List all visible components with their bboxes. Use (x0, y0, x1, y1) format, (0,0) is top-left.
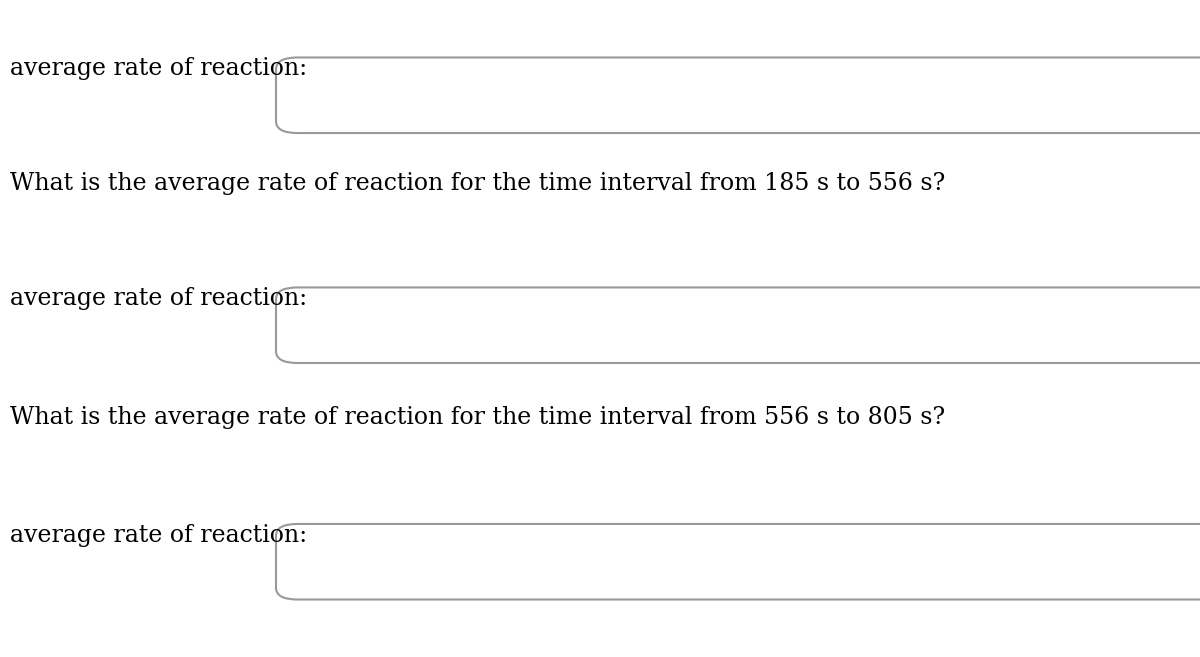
Text: What is the average rate of reaction for the time interval from 185 s to 556 s?: What is the average rate of reaction for… (10, 172, 944, 196)
Text: average rate of reaction:: average rate of reaction: (10, 57, 307, 81)
Text: average rate of reaction:: average rate of reaction: (10, 524, 307, 547)
Text: What is the average rate of reaction for the time interval from 556 s to 805 s?: What is the average rate of reaction for… (10, 405, 944, 429)
Text: average rate of reaction:: average rate of reaction: (10, 287, 307, 311)
